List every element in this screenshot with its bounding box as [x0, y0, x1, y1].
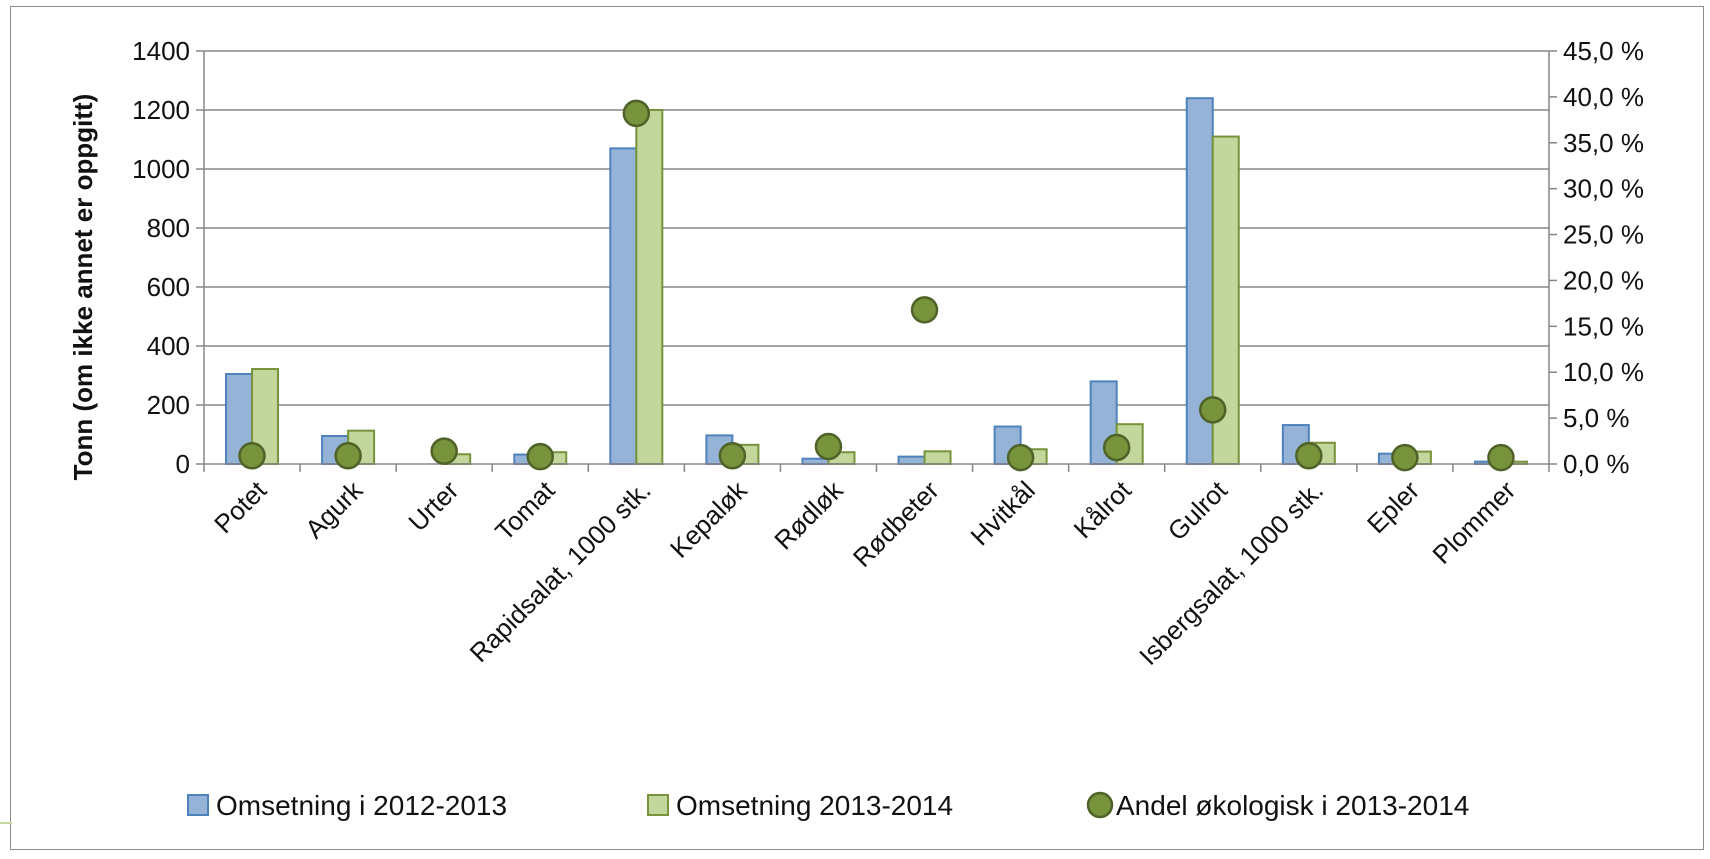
data-point — [1102, 433, 1131, 462]
x-axis-category-label: Potet — [208, 474, 273, 539]
y-axis-tick-label: 1000 — [132, 154, 190, 184]
corner-decoration — [0, 822, 12, 824]
y-axis-tick-label: 0 — [176, 449, 190, 479]
legend: Omsetning i 2012-2013 Omsetning 2013-2014… — [187, 790, 1469, 821]
data-point — [1199, 396, 1227, 424]
bar — [923, 450, 952, 466]
y-axis-tick-label: 800 — [147, 213, 190, 243]
data-point — [430, 437, 458, 465]
data-point — [1391, 443, 1419, 472]
y-axis-tick-label: 200 — [147, 390, 190, 420]
legend-swatch — [647, 794, 669, 816]
x-axis-category-label: Kålrot — [1068, 474, 1138, 544]
data-point — [334, 441, 362, 470]
data-point — [1295, 441, 1323, 470]
secondary-y-axis-tick-label: 20,0 % — [1563, 265, 1644, 295]
secondary-y-axis-tick-label: 5,0 % — [1563, 403, 1630, 433]
axes — [196, 50, 1557, 472]
bars — [225, 97, 1528, 466]
y-axis-tick-label: 1200 — [132, 95, 190, 125]
x-axis-category-label: Gulrot — [1162, 474, 1234, 546]
data-point — [1006, 443, 1035, 472]
y-axis-tick-labels: 0 200 400 600 800 1000 1200 1400 — [132, 36, 190, 479]
data-point — [910, 296, 939, 324]
y-axis-title: Tonn (om ikke annet er oppgitt) — [68, 94, 98, 481]
x-axis-category-label: Kepaløk — [664, 474, 753, 563]
legend-label: Andel økologisk i 2013-2014 — [1116, 790, 1469, 821]
y-axis-tick-label: 1400 — [132, 36, 190, 66]
x-axis-category-label: Tomat — [489, 474, 561, 546]
data-point — [1487, 443, 1515, 472]
x-axis-category-label: Epler — [1361, 475, 1425, 539]
x-axis-category-label: Rapidsalat, 1000 stk. — [464, 475, 657, 668]
secondary-y-axis-tick-labels: 0,0 % 5,0 % 10,0 % 15,0 % 20,0 % 25,0 % 30,0 %… — [1563, 36, 1644, 479]
legend-item: Omsetning 2013-2014 — [647, 790, 953, 821]
x-axis-category-label: Rødløk — [768, 474, 849, 555]
y-axis-tick-label: 400 — [147, 331, 190, 361]
legend-item: Andel økologisk i 2013-2014 — [1086, 790, 1469, 821]
data-point — [814, 432, 843, 461]
x-axis-category-label: Urter — [402, 475, 464, 537]
y-axis-tick-label: 600 — [147, 272, 190, 302]
x-axis-category-label: Agurk — [299, 474, 369, 544]
data-point — [238, 441, 266, 470]
data-point — [622, 99, 651, 128]
legend-label: Omsetning i 2012-2013 — [216, 790, 507, 821]
legend-item: Omsetning i 2012-2013 — [187, 790, 507, 821]
data-point — [526, 442, 554, 471]
x-axis-category-label: Hvitkål — [964, 475, 1040, 551]
secondary-y-axis-tick-label: 30,0 % — [1563, 174, 1644, 204]
secondary-y-axis-tick-label: 10,0 % — [1563, 357, 1644, 387]
bar — [897, 455, 926, 465]
legend-swatch — [187, 794, 209, 816]
secondary-y-axis-tick-label: 35,0 % — [1563, 128, 1644, 158]
x-axis-category-label: Isbergsalat, 1000 stk. — [1133, 475, 1329, 671]
secondary-y-axis-tick-label: 45,0 % — [1563, 36, 1644, 66]
secondary-y-axis-tick-label: 40,0 % — [1563, 82, 1644, 112]
bar — [635, 109, 664, 465]
markers — [238, 99, 1515, 472]
secondary-y-axis-tick-label: 15,0 % — [1563, 311, 1644, 341]
chart-frame — [10, 6, 1704, 850]
x-axis-category-label: Rødbeter — [847, 475, 945, 573]
bar — [609, 147, 638, 465]
data-point — [718, 441, 747, 470]
x-axis-category-label: Plommer — [1426, 475, 1521, 570]
secondary-y-axis-tick-label: 0,0 % — [1563, 449, 1630, 479]
legend-label: Omsetning 2013-2014 — [676, 790, 953, 821]
legend-swatch — [1086, 791, 1114, 819]
gridlines — [204, 50, 1549, 406]
secondary-y-axis-tick-label: 25,0 % — [1563, 220, 1644, 250]
